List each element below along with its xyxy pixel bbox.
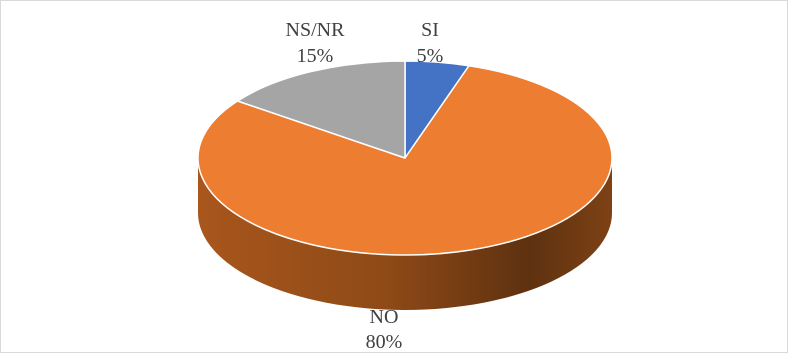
slice-value-label: 5% (417, 45, 444, 67)
slice-label: NO (370, 306, 399, 328)
pie-side-wall (198, 158, 612, 310)
slice-label: NS/NR (286, 19, 346, 41)
slice-value-label: 80% (366, 331, 403, 353)
pie-labels: SI 5% NO 80% NS/NR 15% (286, 19, 444, 353)
slice-label: SI (421, 19, 439, 41)
slice-side-no (198, 158, 612, 310)
slice-value-label: 15% (297, 45, 334, 67)
pie-top-slices (197, 60, 613, 256)
pie-slice-no (197, 65, 613, 256)
pie-slice-ns-nr (236, 60, 406, 159)
